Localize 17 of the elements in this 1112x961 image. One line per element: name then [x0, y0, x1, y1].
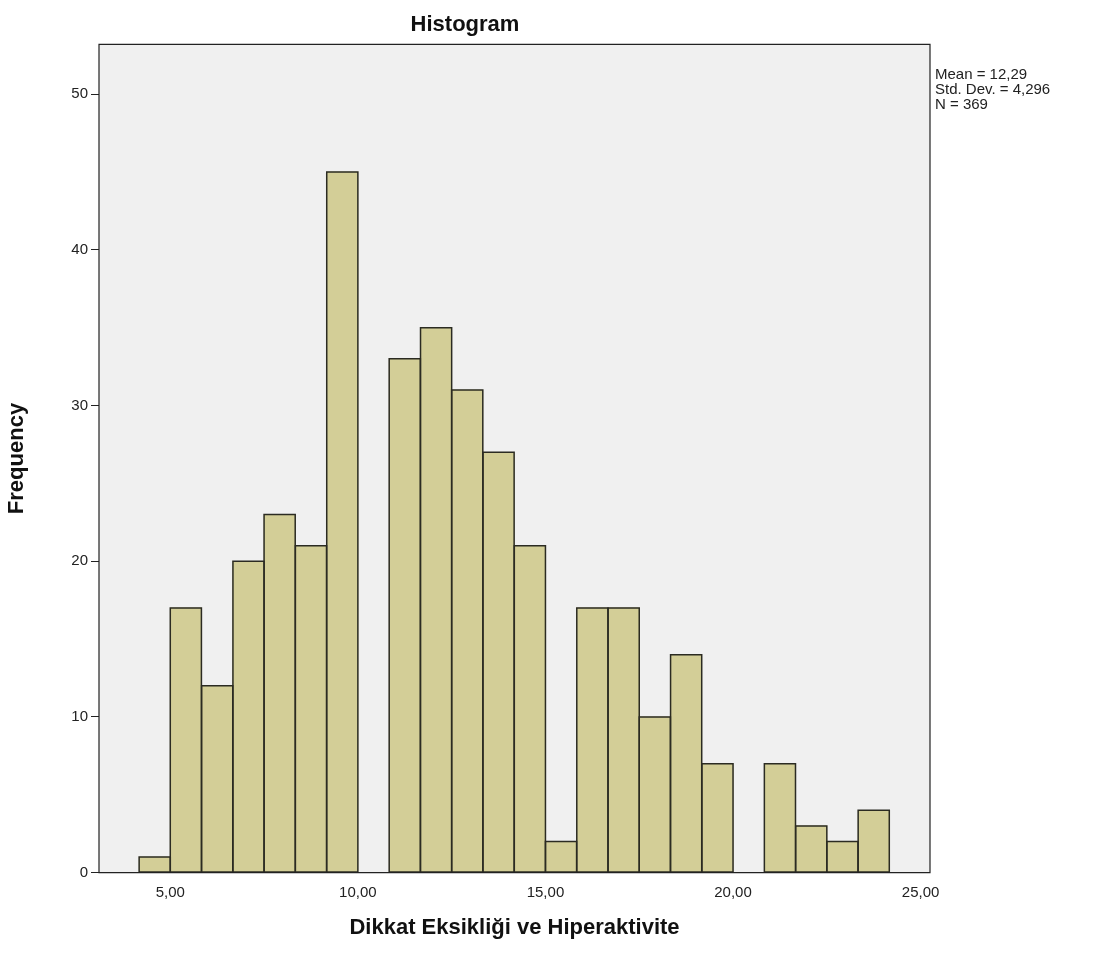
text: Std. Dev. = 4,296 — [935, 80, 1051, 98]
x-tick-label: 25,00 — [901, 882, 940, 900]
text: N = 369 — [935, 95, 988, 113]
y-tick-label: 30 — [71, 395, 88, 413]
x-tick-label: 10,00 — [339, 882, 377, 900]
text: Mean = 12,29 — [935, 65, 1028, 83]
y-axis-title: Frequency — [3, 402, 29, 515]
y-tick-label: 0 — [79, 862, 88, 880]
x-tick-label: 5,00 — [155, 882, 185, 900]
x-tick-label: 15,00 — [526, 882, 565, 900]
chart-title: Histogram — [410, 11, 520, 37]
x-tick-label: 20,00 — [714, 882, 752, 900]
y-tick-label: 20 — [71, 551, 88, 569]
x-axis-title: Dikkat Eksikliği ve Hiperaktivite — [349, 913, 680, 939]
y-tick-label: 10 — [71, 707, 88, 725]
y-tick-label: 40 — [71, 240, 88, 258]
y-tick-label: 50 — [71, 84, 88, 102]
